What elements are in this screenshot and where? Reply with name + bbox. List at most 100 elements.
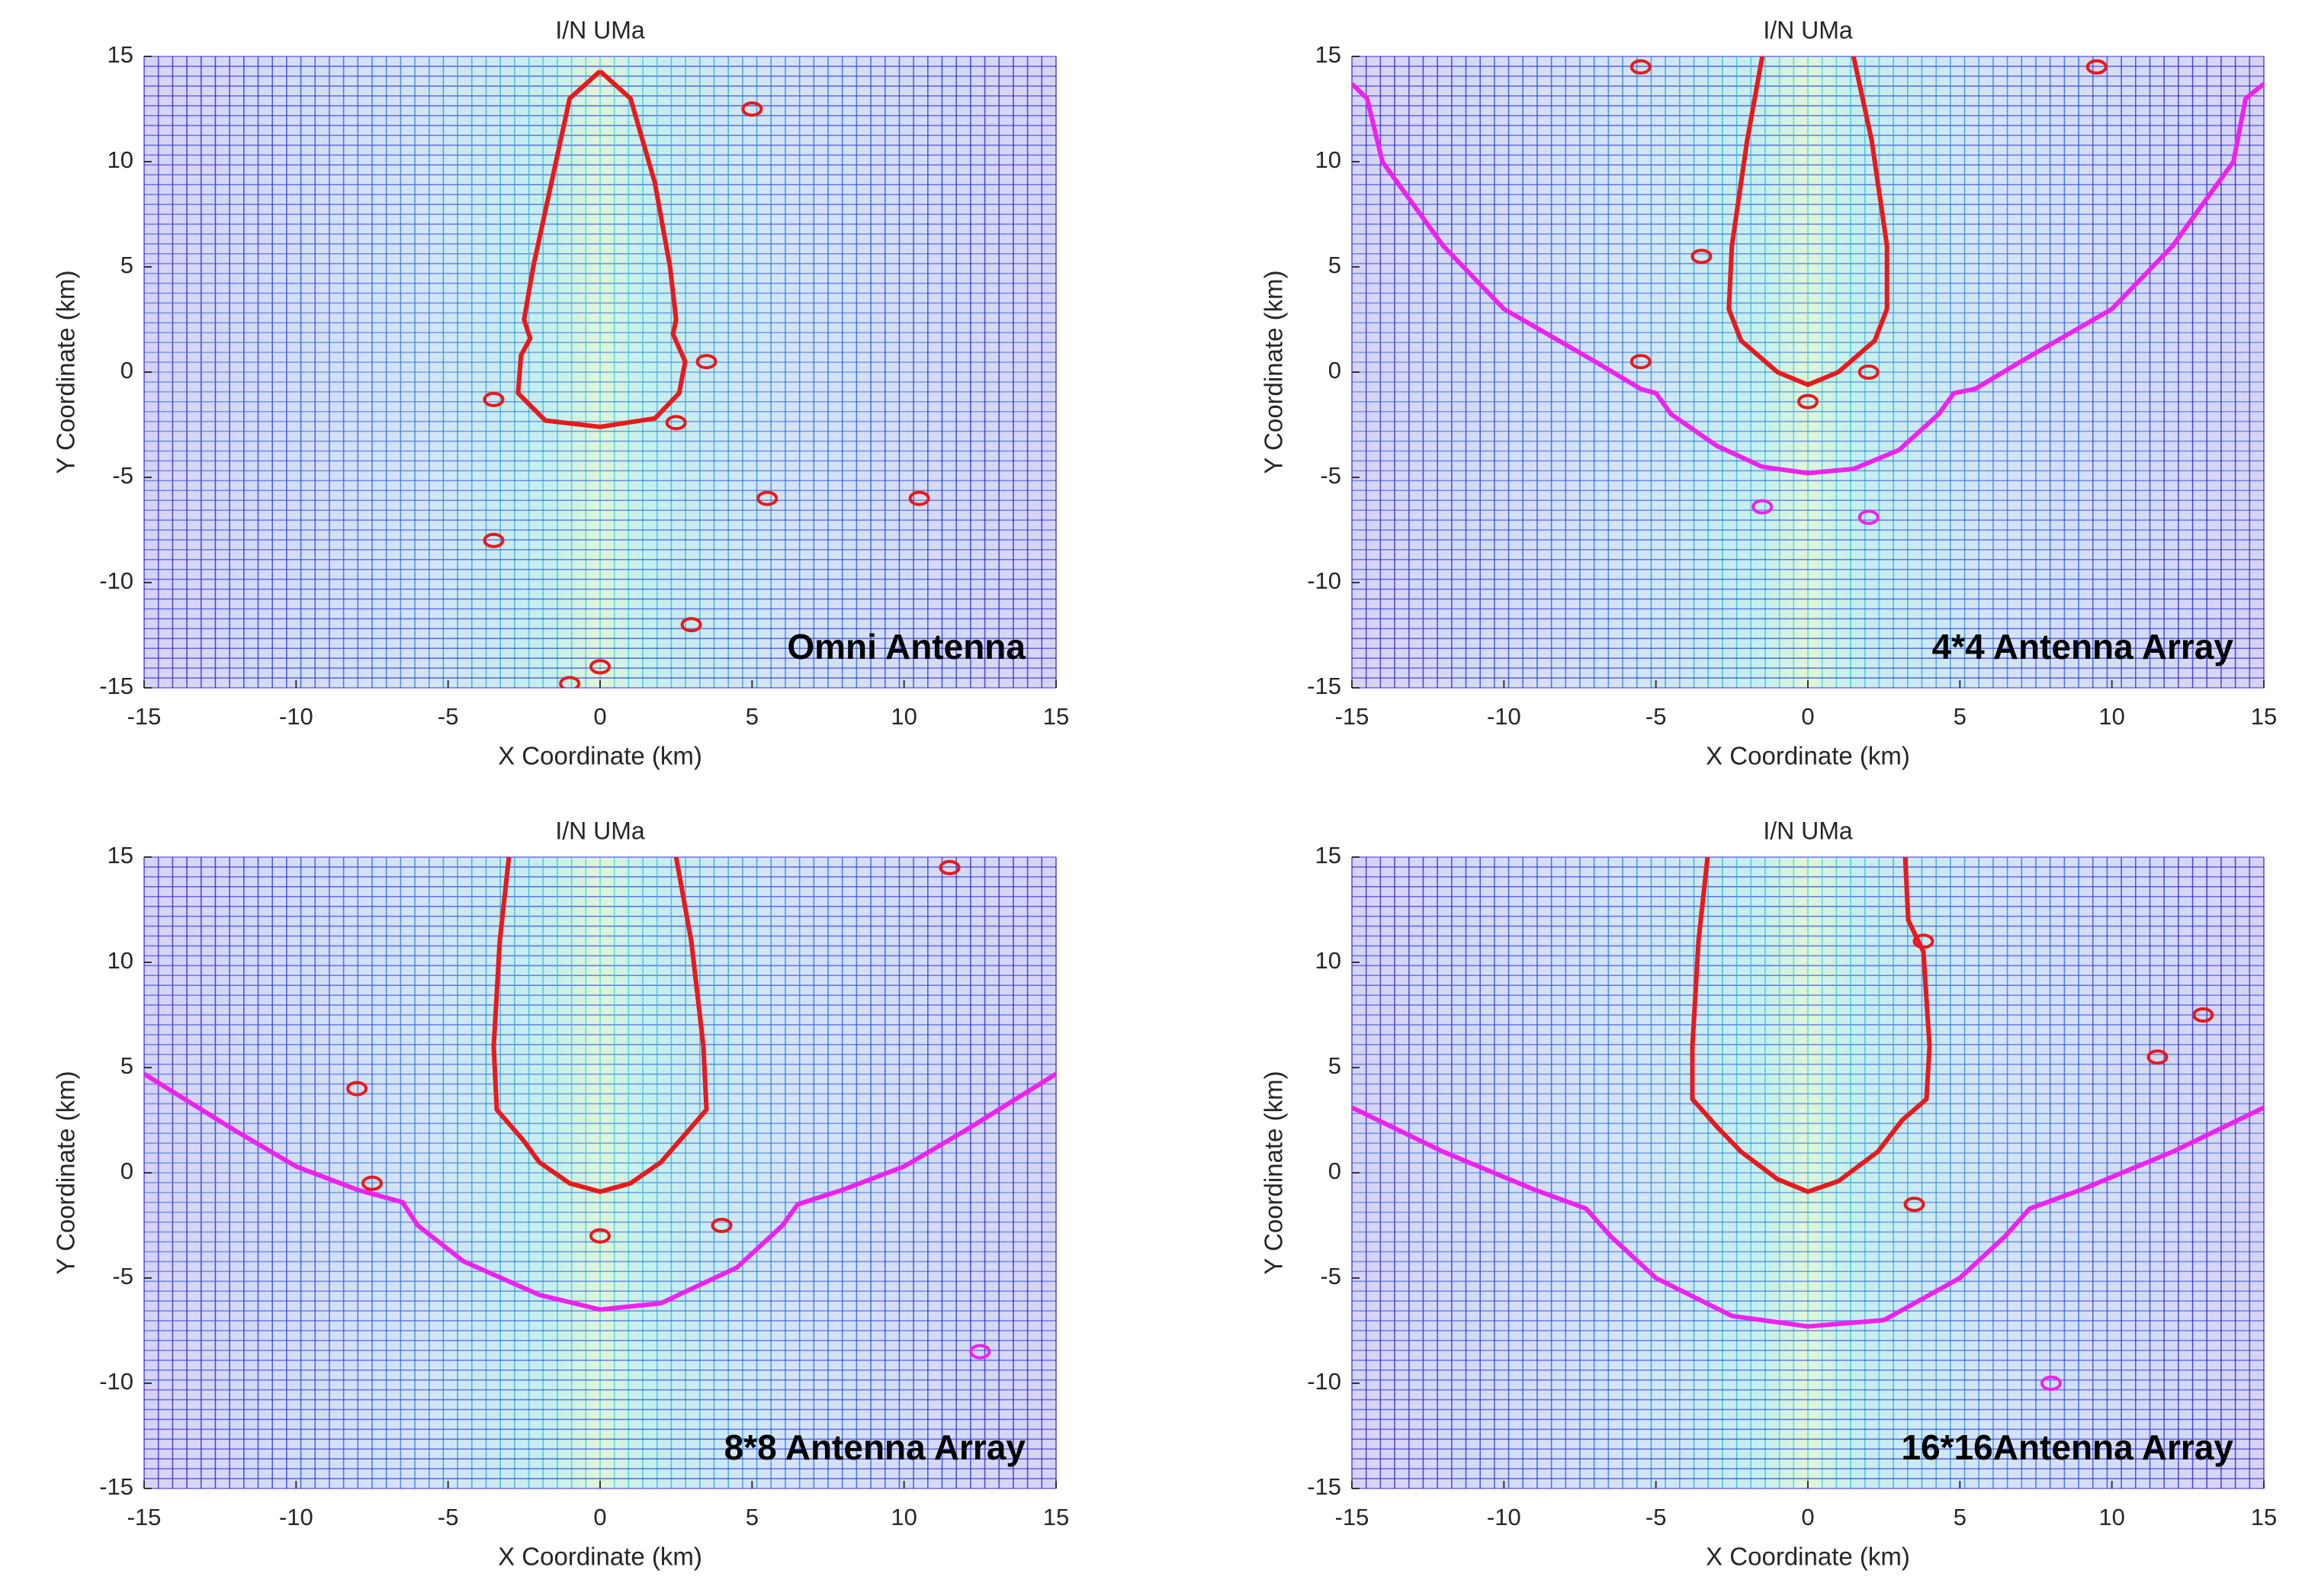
contour-island [559, 676, 581, 688]
y-tick-label: 5 [1328, 1052, 1341, 1079]
y-tick-label: -10 [99, 1368, 133, 1395]
contour-island [1629, 354, 1652, 370]
contour-island [908, 490, 930, 506]
x-tick-label: -10 [1487, 703, 1521, 730]
contour-island [1690, 249, 1713, 265]
annotation: 8*8 Antenna Array [724, 1427, 1026, 1467]
chart-title: I/N UMa [1763, 817, 1853, 844]
y-tick-label: -15 [1307, 1473, 1341, 1500]
y-tick-label: 0 [1328, 1158, 1341, 1184]
contour-island [1751, 499, 1774, 515]
plot-area [1352, 857, 2264, 1391]
y-tick-label: 15 [108, 842, 133, 869]
y-tick-label: 5 [1328, 252, 1341, 278]
plot-area [144, 857, 1056, 1360]
x-tick-label: -5 [438, 703, 459, 730]
contour-island [939, 859, 961, 875]
x-tick-label: 10 [2098, 1504, 2124, 1530]
x-tick-label: 0 [593, 1504, 606, 1530]
x-tick-label: -10 [279, 1504, 313, 1530]
contour-line [515, 69, 688, 429]
contour-island [1857, 364, 1880, 380]
y-tick-label: 0 [120, 357, 133, 384]
annotation: Omni Antenna [787, 627, 1026, 666]
x-axis-label: X Coordinate (km) [498, 742, 702, 770]
x-tick-label: 5 [1954, 703, 1966, 730]
x-tick-label: 15 [1043, 1504, 1069, 1530]
x-tick-label: 10 [891, 1504, 917, 1530]
x-tick-label: 15 [2251, 703, 2277, 730]
subplot: -15 -10 -5 0 5 10 15 -15 -10 -5 0 5 10 15 I/N UMa X Coo… [1260, 16, 2278, 769]
x-axis-label: X Coordinate (km) [1706, 742, 1910, 770]
y-tick-label: 0 [1328, 357, 1341, 384]
contour-island [1797, 393, 1819, 409]
contour-island [1903, 1196, 1925, 1212]
contour-line [1726, 56, 1889, 387]
x-tick-label: -15 [1335, 1504, 1369, 1530]
y-tick-label: 10 [1315, 146, 1341, 173]
contour-island [483, 391, 505, 407]
chart-title: I/N UMa [555, 817, 645, 844]
subplot: -15 -10 -5 0 5 10 15 -15 -10 -5 0 5 10 15 I/N UMa X Coo… [1260, 817, 2278, 1570]
contour-island [756, 490, 779, 506]
x-tick-label: 5 [746, 1504, 759, 1530]
contour-island [1857, 509, 1880, 525]
y-axis-label: Y Coordinate (km) [52, 270, 80, 474]
contour-island [2146, 1049, 2169, 1065]
y-tick-label: -5 [1320, 462, 1341, 489]
contour-island [665, 415, 687, 431]
y-tick-label: 15 [1315, 842, 1341, 869]
plot-area [483, 69, 930, 688]
y-axis-label: Y Coordinate (km) [52, 1071, 80, 1274]
x-tick-label: -5 [438, 1504, 459, 1530]
x-tick-label: 5 [746, 703, 759, 730]
y-tick-label: 5 [120, 252, 133, 278]
y-tick-label: 10 [108, 947, 133, 974]
x-axis-label: X Coordinate (km) [1706, 1543, 1910, 1571]
contour-island [1912, 933, 1934, 949]
annotation: 16*16Antenna Array [1902, 1427, 2234, 1467]
contour-island [589, 1228, 611, 1244]
y-tick-label: -10 [99, 567, 133, 594]
y-tick-label: 10 [1315, 947, 1341, 974]
x-tick-label: -10 [1487, 1504, 1521, 1530]
contour-island [741, 101, 763, 117]
x-tick-label: 10 [2098, 703, 2124, 730]
y-axis-label: Y Coordinate (km) [1260, 1071, 1288, 1274]
contour-island [589, 659, 611, 675]
contour-island [969, 1344, 991, 1360]
contour-line [1352, 82, 2264, 476]
contour-island [680, 617, 702, 633]
y-tick-label: -15 [99, 1473, 133, 1500]
contour-island [346, 1081, 368, 1097]
y-tick-label: -10 [1307, 1368, 1341, 1395]
x-tick-label: 0 [1801, 703, 1814, 730]
contour-island [483, 532, 505, 548]
y-tick-label: -5 [1320, 1263, 1341, 1289]
y-tick-label: -15 [1307, 673, 1341, 699]
contour-island [711, 1218, 733, 1233]
x-tick-label: -15 [1335, 703, 1369, 730]
x-tick-label: -5 [1645, 1504, 1667, 1530]
contour-line [1352, 1105, 2264, 1329]
x-tick-label: -15 [127, 703, 162, 730]
y-tick-label: -5 [112, 462, 133, 489]
contour-line [144, 1071, 1056, 1312]
x-tick-label: 5 [1954, 1504, 1966, 1530]
y-tick-label: 10 [108, 146, 133, 173]
x-tick-label: 0 [593, 703, 606, 730]
y-tick-label: 5 [120, 1052, 133, 1079]
x-tick-label: -5 [1645, 703, 1667, 730]
chart-title: I/N UMa [555, 16, 645, 43]
y-tick-label: -10 [1307, 567, 1341, 594]
x-tick-label: -15 [127, 1504, 162, 1530]
x-axis-label: X Coordinate (km) [498, 1543, 702, 1571]
contour-island [2040, 1376, 2062, 1391]
x-tick-label: 0 [1801, 1504, 1814, 1530]
x-tick-label: -10 [279, 703, 313, 730]
y-axis-label: Y Coordinate (km) [1260, 270, 1288, 474]
contour-line [491, 857, 709, 1194]
contour-island [2085, 59, 2108, 75]
